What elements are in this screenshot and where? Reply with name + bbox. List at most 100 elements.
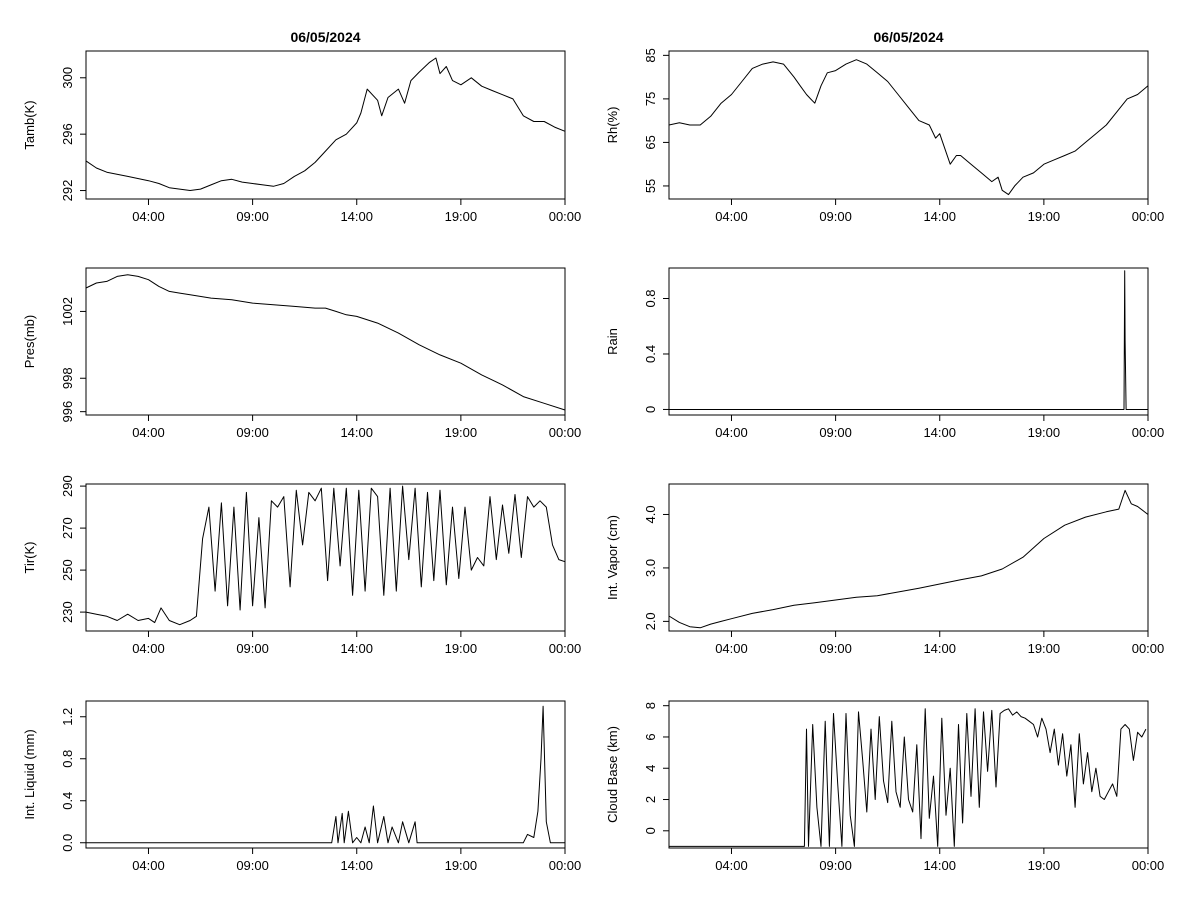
x-tick-label: 04:00 [715, 209, 748, 224]
y-axis-label: Rain [605, 328, 620, 355]
y-tick-label: 290 [60, 475, 75, 497]
x-tick-label: 14:00 [340, 858, 373, 873]
y-tick-label: 270 [60, 517, 75, 539]
series-line [669, 270, 1148, 410]
y-tick-label: 8 [643, 702, 658, 709]
y-tick-label: 996 [60, 401, 75, 423]
x-tick-label: 00:00 [1132, 641, 1165, 656]
plot-frame [668, 267, 1149, 416]
panel-6: Int. Liquid (mm) 04:00 09:00 14:00 19:00 00:0… [22, 700, 582, 873]
y-tick-label: 0.8 [643, 289, 658, 307]
y-tick-label: 55 [643, 179, 658, 193]
y-tick-label: 4.0 [643, 505, 658, 523]
x-tick-label: 00:00 [549, 858, 582, 873]
series-line [86, 705, 565, 844]
plot-frame [85, 50, 566, 200]
x-tick-label: 09:00 [819, 425, 852, 440]
plot-frame [85, 700, 566, 849]
panel-4: Tir(K) 04:00 09:00 14:00 19:00 00:00 230 250 270… [22, 475, 581, 656]
x-tick-label: 00:00 [549, 641, 582, 656]
y-axis-label: Int. Vapor (cm) [605, 515, 620, 600]
y-tick-label: 0 [643, 406, 658, 413]
series-line [85, 57, 566, 191]
y-tick-label: 0.0 [60, 834, 75, 852]
x-tick-label: 09:00 [819, 209, 852, 224]
x-tick-label: 09:00 [819, 641, 852, 656]
y-tick-label: 3.0 [643, 559, 658, 577]
x-tick-label: 09:00 [236, 209, 269, 224]
y-tick-label: 292 [60, 180, 75, 202]
y-tick-label: 998 [60, 367, 75, 389]
x-tick-label: 09:00 [236, 858, 269, 873]
series-line [668, 59, 1149, 196]
y-axis-label: Tir(K) [22, 541, 37, 573]
x-tick-label: 19:00 [445, 858, 478, 873]
y-tick-label: 0.4 [60, 792, 75, 810]
y-tick-label: 75 [643, 92, 658, 106]
plot-frame [85, 267, 566, 416]
x-tick-label: 19:00 [1028, 209, 1061, 224]
x-tick-label: 00:00 [1132, 209, 1165, 224]
series-line [668, 489, 1149, 629]
x-tick-label: 14:00 [923, 209, 956, 224]
x-tick-label: 19:00 [1028, 425, 1061, 440]
y-tick-label: 250 [60, 559, 75, 581]
y-tick-label: 65 [643, 135, 658, 149]
y-tick-label: 296 [60, 123, 75, 145]
x-tick-label: 04:00 [715, 858, 748, 873]
x-tick-label: 14:00 [923, 641, 956, 656]
y-tick-label: 4 [643, 765, 658, 772]
panel-7: Cloud Base (km) 04:00 09:00 14:00 19:00 00:00… [605, 700, 1164, 873]
y-tick-label: 1.2 [60, 708, 75, 726]
y-tick-label: 0.4 [643, 345, 658, 363]
x-tick-label: 19:00 [1028, 858, 1061, 873]
panel-1: 06/05/2024 Rh(%) 04:00 09:00 14:00 19:00 00:00… [605, 29, 1164, 224]
y-axis-label: Rh(%) [605, 107, 620, 144]
panel-title: 06/05/2024 [290, 29, 360, 45]
panel-title: 06/05/2024 [873, 29, 943, 45]
x-tick-label: 04:00 [715, 425, 748, 440]
x-tick-label: 04:00 [715, 641, 748, 656]
y-tick-label: 0 [643, 827, 658, 834]
y-tick-label: 85 [643, 48, 658, 62]
y-tick-label: 300 [60, 67, 75, 89]
panel-5: Int. Vapor (cm) 04:00 09:00 14:00 19:00 00:00… [605, 483, 1165, 656]
plot-frame [668, 50, 1149, 200]
y-tick-label: 2.0 [643, 612, 658, 630]
x-tick-label: 04:00 [132, 425, 165, 440]
series-line [669, 708, 1147, 847]
plot-frame [668, 700, 1149, 849]
x-tick-label: 14:00 [340, 425, 373, 440]
x-tick-label: 14:00 [923, 425, 956, 440]
plot-frame [668, 483, 1149, 632]
x-tick-label: 19:00 [1028, 641, 1061, 656]
x-tick-label: 14:00 [340, 641, 373, 656]
y-axis-label: Tamb(K) [22, 100, 37, 149]
panel-3: Rain 04:00 09:00 14:00 19:00 00:00 0 0.4 0.8 [605, 267, 1165, 440]
x-tick-label: 19:00 [445, 425, 478, 440]
y-axis-label: Int. Liquid (mm) [22, 729, 37, 819]
x-tick-label: 09:00 [819, 858, 852, 873]
y-tick-label: 230 [60, 601, 75, 623]
x-tick-label: 14:00 [340, 209, 373, 224]
x-tick-label: 14:00 [923, 858, 956, 873]
series-line [85, 485, 566, 626]
y-tick-label: 1002 [60, 297, 75, 326]
y-axis-label: Cloud Base (km) [605, 726, 620, 823]
plot-frame [85, 483, 566, 632]
panel-0: 06/05/2024 Tamb(K) 04:00 09:00 14:00 19:00 00:… [22, 29, 581, 224]
x-tick-label: 00:00 [549, 209, 582, 224]
x-tick-label: 19:00 [445, 209, 478, 224]
y-tick-label: 2 [643, 796, 658, 803]
x-tick-label: 04:00 [132, 209, 165, 224]
x-tick-label: 09:00 [236, 425, 269, 440]
x-tick-label: 04:00 [132, 641, 165, 656]
x-tick-label: 09:00 [236, 641, 269, 656]
panel-2: Pres(mb) 04:00 09:00 14:00 19:00 00:00 996 998 1… [22, 267, 582, 440]
series-line [85, 274, 566, 411]
y-tick-label: 0.8 [60, 750, 75, 768]
x-tick-label: 00:00 [549, 425, 582, 440]
x-tick-label: 00:00 [1132, 425, 1165, 440]
y-tick-label: 6 [643, 733, 658, 740]
